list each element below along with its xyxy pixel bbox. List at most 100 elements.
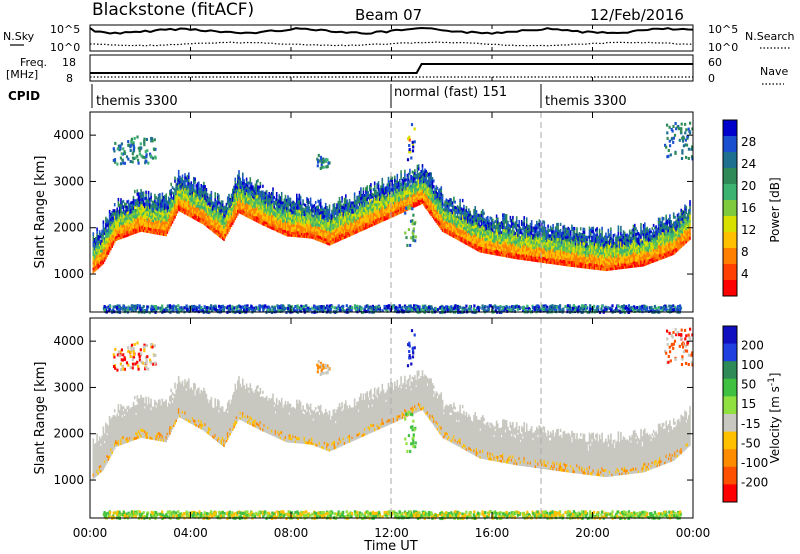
power-cell bbox=[215, 200, 218, 204]
power-cell bbox=[140, 195, 142, 199]
power-cell bbox=[245, 180, 248, 184]
power-cell bbox=[269, 205, 272, 209]
power-cell bbox=[323, 230, 326, 234]
power-cell bbox=[386, 193, 389, 197]
power-cell bbox=[228, 223, 230, 227]
power-cell bbox=[361, 209, 363, 213]
power-cell bbox=[123, 235, 126, 238]
power-cell bbox=[373, 184, 376, 188]
power-cell bbox=[287, 201, 289, 205]
power-cell bbox=[92, 241, 95, 245]
power-cell bbox=[107, 244, 110, 248]
power-cell bbox=[211, 208, 214, 211]
power-cell bbox=[279, 230, 282, 234]
power-cell bbox=[372, 214, 375, 218]
power-cell bbox=[140, 192, 142, 196]
power-cell bbox=[338, 215, 341, 220]
power-cell bbox=[183, 208, 185, 212]
power-cell bbox=[441, 196, 444, 200]
power-cell bbox=[365, 187, 367, 191]
power-cell bbox=[170, 198, 172, 202]
power-cell bbox=[103, 256, 106, 260]
power-cell bbox=[108, 228, 111, 232]
power-cell bbox=[128, 205, 131, 208]
power-cell bbox=[146, 213, 149, 216]
power-cell bbox=[306, 220, 308, 224]
power-cell bbox=[371, 210, 373, 214]
power-cell bbox=[277, 229, 279, 233]
power-cell bbox=[176, 203, 179, 206]
power-cell bbox=[286, 222, 288, 226]
power-cell bbox=[232, 204, 234, 207]
power-cell bbox=[95, 252, 97, 256]
power-cell bbox=[382, 210, 385, 214]
power-cell bbox=[360, 212, 362, 216]
power-cell bbox=[270, 206, 273, 210]
power-cell bbox=[196, 185, 199, 189]
power-cell bbox=[139, 229, 141, 233]
power-cell bbox=[314, 201, 317, 205]
power-cell bbox=[373, 193, 376, 198]
power-cell bbox=[356, 209, 358, 213]
power-cell bbox=[211, 215, 214, 218]
power-cell bbox=[152, 212, 155, 216]
power-cell bbox=[278, 210, 280, 214]
power-cell bbox=[223, 208, 225, 212]
power-echo-marks bbox=[92, 121, 694, 315]
power-cell bbox=[363, 224, 366, 228]
power-cell bbox=[309, 209, 312, 213]
power-cell bbox=[378, 193, 381, 196]
power-cell bbox=[265, 192, 268, 196]
power-cell bbox=[324, 208, 327, 212]
power-cell bbox=[171, 218, 174, 221]
power-cell bbox=[430, 172, 432, 176]
power-cell bbox=[240, 204, 243, 208]
power-cell bbox=[215, 220, 218, 223]
power-cell bbox=[111, 226, 113, 230]
power-cell bbox=[345, 200, 347, 204]
power-cell bbox=[362, 187, 365, 191]
power-cell bbox=[208, 225, 210, 229]
power-cell bbox=[177, 172, 180, 176]
power-cell bbox=[152, 210, 155, 213]
power-cell bbox=[142, 220, 145, 224]
power-cell bbox=[204, 208, 206, 212]
power-cell bbox=[167, 228, 170, 232]
power-cell bbox=[221, 233, 224, 237]
power-cell bbox=[110, 220, 112, 224]
power-cell bbox=[106, 245, 108, 249]
power-cell bbox=[221, 224, 224, 228]
power-cell bbox=[210, 227, 213, 231]
power-cell bbox=[160, 222, 162, 226]
power-cell bbox=[160, 214, 162, 218]
power-cell bbox=[171, 196, 174, 200]
power-cell bbox=[96, 263, 98, 267]
power-cell bbox=[265, 195, 268, 199]
power-cell bbox=[259, 217, 262, 222]
power-cell bbox=[322, 218, 324, 222]
power-cell bbox=[174, 194, 176, 198]
power-cell bbox=[112, 240, 115, 244]
power-cell bbox=[184, 211, 186, 215]
power-cell bbox=[309, 226, 312, 230]
power-cell bbox=[215, 224, 218, 228]
power-cell bbox=[92, 238, 95, 242]
power-cell bbox=[308, 230, 311, 234]
power-cell bbox=[199, 190, 201, 193]
power-cell bbox=[106, 221, 108, 225]
power-cell bbox=[362, 221, 365, 225]
power-cell bbox=[279, 222, 282, 226]
power-cell bbox=[96, 242, 98, 246]
power-cell bbox=[181, 190, 184, 194]
power-cell bbox=[327, 219, 329, 222]
power-cell bbox=[338, 237, 341, 242]
power-cell bbox=[296, 233, 298, 238]
power-cell bbox=[150, 224, 152, 228]
power-cell bbox=[338, 218, 341, 223]
power-cell bbox=[136, 198, 139, 202]
power-cell bbox=[203, 181, 205, 186]
power-cell bbox=[145, 217, 147, 221]
power-cell bbox=[238, 206, 240, 211]
power-cell bbox=[340, 206, 342, 211]
